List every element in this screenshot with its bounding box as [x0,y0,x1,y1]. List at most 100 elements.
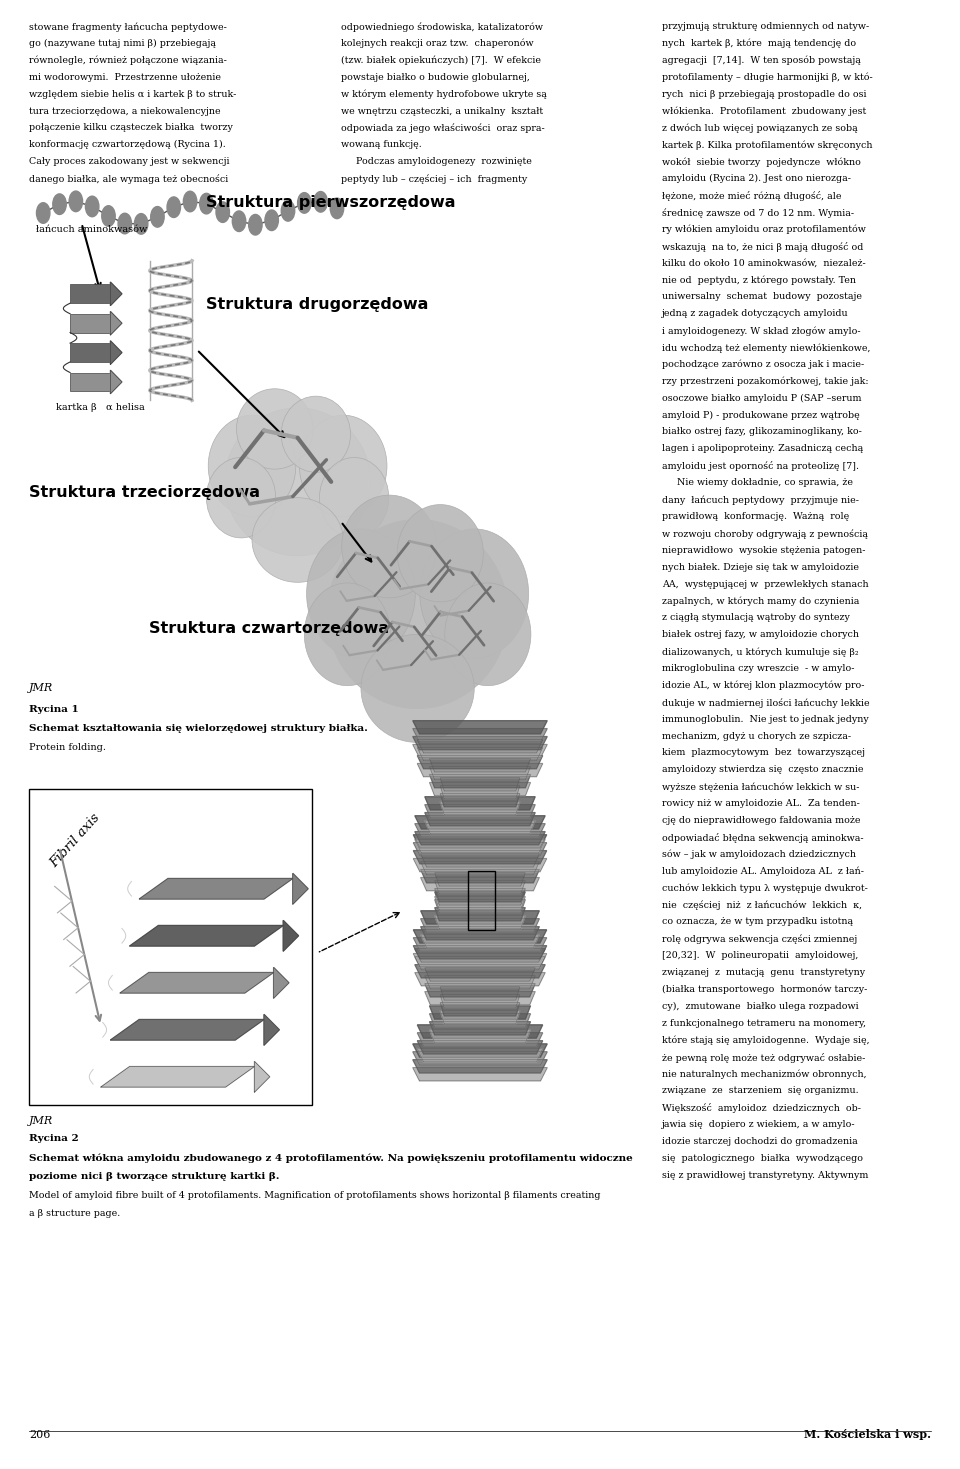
Circle shape [183,191,197,212]
Text: idozie starczej dochodzi do gromadzenia: idozie starczej dochodzi do gromadzenia [662,1137,858,1146]
Text: JMR: JMR [29,1116,53,1127]
Text: rzy przestrzeni pozakomórkowej, takie jak:: rzy przestrzeni pozakomórkowej, takie ja… [662,376,869,386]
Polygon shape [418,1025,542,1039]
Circle shape [36,203,50,223]
Text: a β structure page.: a β structure page. [29,1209,120,1218]
Text: amyloidu (Rycina 2). Jest ono nierozga-: amyloidu (Rycina 2). Jest ono nierozga- [662,175,852,184]
Ellipse shape [281,397,350,473]
Polygon shape [420,870,540,883]
Ellipse shape [306,529,416,658]
Polygon shape [414,953,546,967]
Polygon shape [425,812,535,826]
Text: łańcuch aminokwasów: łańcuch aminokwasów [36,225,148,234]
Text: sów – jak w amyloidozach dziedzicznych: sów – jak w amyloidozach dziedzicznych [662,849,856,859]
Ellipse shape [300,416,387,517]
Text: Rycina 2: Rycina 2 [29,1134,79,1143]
Circle shape [265,210,278,231]
Text: wyższe stężenia łańcuchów lekkich w su-: wyższe stężenia łańcuchów lekkich w su- [662,782,860,792]
Polygon shape [418,740,542,754]
Text: agregacji  [7,14].  W ten sposób powstają: agregacji [7,14]. W ten sposób powstają [662,56,861,65]
Polygon shape [441,1003,519,1017]
Text: Schemat włókna amyloidu zbudowanego z 4 protofilamentów. Na powiększeniu protofi: Schemat włókna amyloidu zbudowanego z 4 … [29,1153,633,1162]
Polygon shape [264,1014,279,1046]
Text: odpowiada za jego właściwości  oraz spra-: odpowiada za jego właściwości oraz spra- [341,123,544,134]
Text: i amyloidogenezy. W skład złogów amylo-: i amyloidogenezy. W skład złogów amylo- [662,326,861,335]
Text: związane  ze  starzeniem  się organizmu.: związane ze starzeniem się organizmu. [662,1087,859,1096]
Polygon shape [429,774,531,787]
Text: Model of amyloid fibre built of 4 protofilaments. Magnification of protofilament: Model of amyloid fibre built of 4 protof… [29,1191,600,1200]
Ellipse shape [342,495,437,598]
Circle shape [249,214,262,235]
Text: mi wodorowymi.  Przestrzenne ułożenie: mi wodorowymi. Przestrzenne ułożenie [29,73,221,82]
Polygon shape [415,965,545,978]
Text: połączenie kilku cząsteczek białka  tworzy: połączenie kilku cząsteczek białka tworz… [29,123,232,132]
Text: nie od  peptydu, z którego powstały. Ten: nie od peptydu, z którego powstały. Ten [662,276,856,285]
Text: go (nazywane tutaj nimi β) przebiegają: go (nazywane tutaj nimi β) przebiegają [29,40,216,48]
Polygon shape [435,908,525,921]
Polygon shape [293,873,308,903]
Text: mechanizm, gdyż u chorych ze szpicza-: mechanizm, gdyż u chorych ze szpicza- [662,732,852,740]
Text: kartek β. Kilka protofilamentów skręconych: kartek β. Kilka protofilamentów skręcony… [662,141,873,150]
Ellipse shape [236,389,313,469]
Polygon shape [425,984,535,997]
Circle shape [232,212,246,232]
Circle shape [298,192,311,213]
Text: idu wchodzą też elementy niewłókienkowe,: idu wchodzą też elementy niewłókienkowe, [662,344,871,353]
Text: równolegle, również połączone wiązania-: równolegle, również połączone wiązania- [29,56,227,65]
Ellipse shape [420,529,529,658]
Text: rowicy niż w amyloidozie AL.  Za tenden-: rowicy niż w amyloidozie AL. Za tenden- [662,799,860,808]
Ellipse shape [252,498,344,582]
Text: danego białka, ale wymaga też obecności: danego białka, ale wymaga też obecności [29,175,228,184]
Text: lagen i apolipoproteiny. Zasadniczą cechą: lagen i apolipoproteiny. Zasadniczą cech… [662,444,864,454]
Text: konformację czwartorzędową (Rycina 1).: konformację czwartorzędową (Rycina 1). [29,141,226,150]
Text: nieprawidłowo  wysokie stężenia patogen-: nieprawidłowo wysokie stężenia patogen- [662,545,866,555]
Text: wokół  siebie tworzy  pojedyncze  włókno: wokół siebie tworzy pojedyncze włókno [662,157,861,166]
Text: rych  nici β przebiegają prostopadle do osi: rych nici β przebiegają prostopadle do o… [662,90,867,98]
Text: białek ostrej fazy, w amyloidozie chorych: białek ostrej fazy, w amyloidozie choryc… [662,630,859,639]
Polygon shape [415,956,545,970]
Text: peptydy lub – częściej – ich  fragmenty: peptydy lub – częściej – ich fragmenty [341,175,527,184]
Text: kartka β   α helisa: kartka β α helisa [56,403,144,411]
Text: cy),  zmutowane  białko ulega rozpadowi: cy), zmutowane białko ulega rozpadowi [662,1002,859,1011]
Text: pochodzące zarówno z osocza jak i macie-: pochodzące zarówno z osocza jak i macie- [662,360,865,369]
Polygon shape [435,889,525,902]
Polygon shape [429,783,531,796]
Polygon shape [425,821,535,834]
Text: dany  łańcuch peptydowy  przyjmuje nie-: dany łańcuch peptydowy przyjmuje nie- [662,495,859,504]
Text: nie naturalnych mechanizmów obronnych,: nie naturalnych mechanizmów obronnych, [662,1069,867,1078]
Polygon shape [414,930,546,943]
Polygon shape [425,975,535,989]
Ellipse shape [225,408,371,555]
Text: w którym elementy hydrofobowe ukryte są: w którym elementy hydrofobowe ukryte są [341,90,546,98]
Polygon shape [274,967,289,999]
Text: 206: 206 [29,1429,50,1440]
Polygon shape [435,896,525,909]
Text: odpowiadać błędna sekwencją aminokwa-: odpowiadać błędna sekwencją aminokwa- [662,833,864,843]
Bar [70,314,110,332]
Ellipse shape [327,520,508,708]
Bar [70,344,110,361]
Text: protofilamenty – długie harmonijki β, w któ-: protofilamenty – długie harmonijki β, w … [662,73,874,82]
Text: Struktura czwartorzędowa: Struktura czwartorzędowa [149,621,389,636]
Text: stowane fragmenty łańcucha peptydowe-: stowane fragmenty łańcucha peptydowe- [29,22,227,31]
Text: Rycina 1: Rycina 1 [29,705,79,714]
Polygon shape [435,881,525,895]
Polygon shape [415,949,545,962]
Text: we wnętrzu cząsteczki, a unikalny  kształt: we wnętrzu cząsteczki, a unikalny kształ… [341,107,543,116]
Text: M. Kościelska i wsp.: M. Kościelska i wsp. [804,1429,931,1440]
Text: cuchów lekkich typu λ występuje dwukrot-: cuchów lekkich typu λ występuje dwukrot- [662,883,868,893]
Text: powstaje białko o budowie globularnej,: powstaje białko o budowie globularnej, [341,73,530,82]
Circle shape [85,197,99,217]
Text: (białka transportowego  hormonów tarczy-: (białka transportowego hormonów tarczy- [662,984,868,995]
Text: amyloidu jest oporność na proteolizę [7].: amyloidu jest oporność na proteolizę [7]… [662,461,859,472]
Polygon shape [429,1014,531,1027]
Ellipse shape [397,504,483,602]
Text: w rozwoju choroby odgrywają z pewnością: w rozwoju choroby odgrywają z pewnością [662,529,869,539]
Polygon shape [414,851,546,864]
Polygon shape [415,972,545,986]
Polygon shape [425,992,535,1005]
Text: kilku do około 10 aminokwasów,  niezależ-: kilku do około 10 aminokwasów, niezależ- [662,259,866,267]
Polygon shape [435,915,525,928]
Text: AA,  występującej w  przewlekłych stanach: AA, występującej w przewlekłych stanach [662,580,869,589]
Polygon shape [110,282,122,306]
